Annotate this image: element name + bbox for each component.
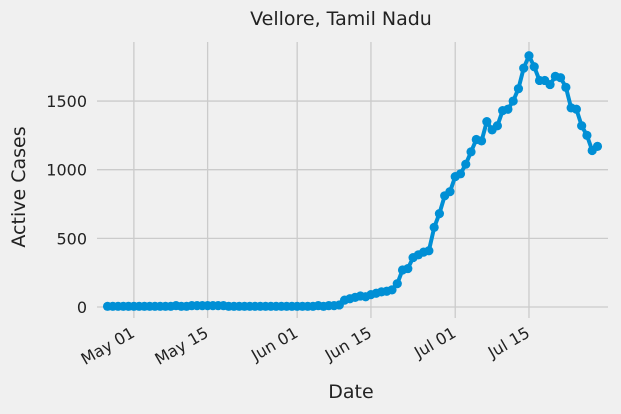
- data-point: [524, 51, 534, 61]
- x-axis-label: Date: [328, 381, 373, 403]
- data-point: [529, 62, 539, 72]
- data-point: [476, 136, 487, 146]
- data-point: [445, 187, 455, 197]
- data-point: [503, 104, 513, 114]
- data-point: [519, 63, 529, 73]
- data-point: [592, 141, 603, 151]
- y-tick-labels: 0 500 1000 1500: [46, 92, 87, 317]
- y-tick-label: 1000: [46, 161, 87, 180]
- data-point: [545, 79, 555, 90]
- data-point: [392, 279, 402, 289]
- x-gridlines: [133, 42, 530, 318]
- y-tick-label: 0: [77, 298, 87, 317]
- y-tick-label: 500: [56, 229, 87, 248]
- y-tick-label: 1500: [46, 92, 87, 111]
- data-point: [387, 285, 397, 295]
- data-point: [403, 263, 413, 274]
- data-point: [429, 222, 439, 232]
- data-point: [561, 82, 571, 92]
- data-point: [513, 84, 524, 94]
- data-point: [571, 104, 581, 114]
- y-axis-label: Active Cases: [8, 126, 30, 247]
- data-point: [434, 209, 445, 219]
- data-point: [508, 96, 518, 106]
- data-point: [424, 246, 434, 256]
- data-point: [455, 169, 466, 179]
- series-line-group: [102, 51, 603, 311]
- data-point: [555, 73, 566, 83]
- data-point: [582, 130, 592, 140]
- chart-title: Vellore, Tamil Nadu: [250, 8, 432, 30]
- data-point: [466, 147, 476, 157]
- data-point: [461, 159, 471, 169]
- data-point: [482, 117, 492, 127]
- data-point: [577, 121, 587, 131]
- data-point: [492, 121, 502, 131]
